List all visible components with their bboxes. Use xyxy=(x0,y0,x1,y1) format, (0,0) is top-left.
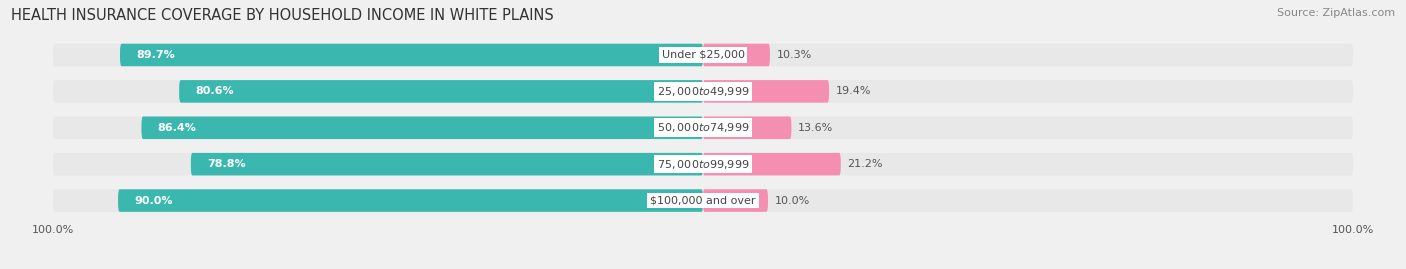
FancyBboxPatch shape xyxy=(703,153,841,175)
Text: $25,000 to $49,999: $25,000 to $49,999 xyxy=(657,85,749,98)
Text: Under $25,000: Under $25,000 xyxy=(661,50,745,60)
FancyBboxPatch shape xyxy=(703,189,768,212)
Text: HEALTH INSURANCE COVERAGE BY HOUSEHOLD INCOME IN WHITE PLAINS: HEALTH INSURANCE COVERAGE BY HOUSEHOLD I… xyxy=(11,8,554,23)
Text: $50,000 to $74,999: $50,000 to $74,999 xyxy=(657,121,749,134)
Text: $100,000 and over: $100,000 and over xyxy=(650,196,756,206)
FancyBboxPatch shape xyxy=(703,44,770,66)
FancyBboxPatch shape xyxy=(703,80,830,103)
FancyBboxPatch shape xyxy=(53,153,1353,175)
Text: Source: ZipAtlas.com: Source: ZipAtlas.com xyxy=(1277,8,1395,18)
FancyBboxPatch shape xyxy=(179,80,703,103)
Text: 10.0%: 10.0% xyxy=(775,196,810,206)
FancyBboxPatch shape xyxy=(703,116,792,139)
Text: 19.4%: 19.4% xyxy=(835,86,872,96)
Text: 90.0%: 90.0% xyxy=(135,196,173,206)
FancyBboxPatch shape xyxy=(142,116,703,139)
FancyBboxPatch shape xyxy=(191,153,703,175)
Text: 86.4%: 86.4% xyxy=(157,123,197,133)
Text: 13.6%: 13.6% xyxy=(797,123,834,133)
FancyBboxPatch shape xyxy=(53,44,1353,66)
Text: 89.7%: 89.7% xyxy=(136,50,174,60)
FancyBboxPatch shape xyxy=(120,44,703,66)
FancyBboxPatch shape xyxy=(53,189,1353,212)
Text: 21.2%: 21.2% xyxy=(848,159,883,169)
Text: 78.8%: 78.8% xyxy=(207,159,246,169)
Text: $75,000 to $99,999: $75,000 to $99,999 xyxy=(657,158,749,171)
FancyBboxPatch shape xyxy=(53,116,1353,139)
FancyBboxPatch shape xyxy=(118,189,703,212)
Text: 80.6%: 80.6% xyxy=(195,86,233,96)
Text: 10.3%: 10.3% xyxy=(776,50,811,60)
FancyBboxPatch shape xyxy=(53,80,1353,103)
